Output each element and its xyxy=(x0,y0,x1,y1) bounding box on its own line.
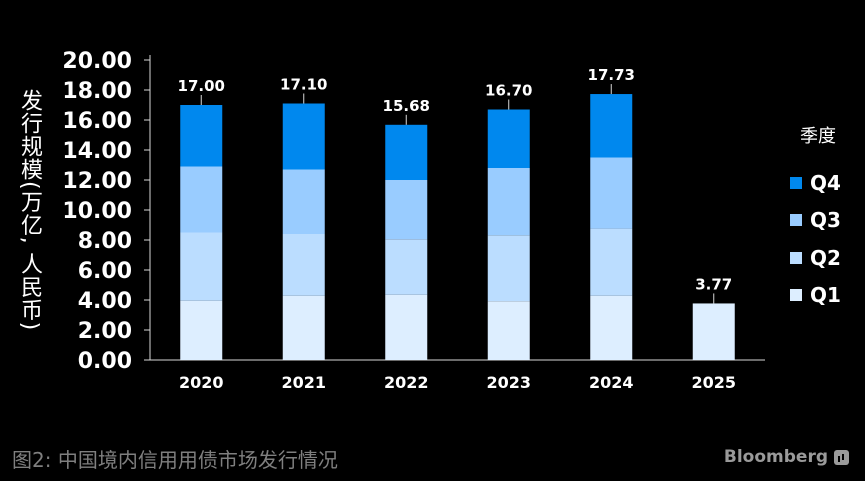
legend: 季度 Q4 Q3 Q2 Q1 xyxy=(790,122,841,314)
legend-swatch xyxy=(790,251,802,264)
y-tick-label: 16.00 xyxy=(62,109,132,134)
bar-q3-2023 xyxy=(487,168,530,236)
y-tick-label: 4.00 xyxy=(78,289,132,314)
legend-label: Q1 xyxy=(810,283,841,308)
bar-q1-2020 xyxy=(180,300,223,360)
y-axis-title-container: 发行规模(万亿, 人民币) xyxy=(12,60,46,360)
bar-q3-2021 xyxy=(282,169,325,234)
y-tick-label: 2.00 xyxy=(78,319,132,344)
total-label: 17.73 xyxy=(588,66,635,84)
legend-item-q4: Q4 xyxy=(790,164,841,202)
bar-q1-2025 xyxy=(692,303,735,360)
bloomberg-logo: Bloomberg xyxy=(724,447,849,467)
total-label: 17.00 xyxy=(178,77,225,95)
bar-q4-2024 xyxy=(590,94,633,158)
bar-q3-2024 xyxy=(590,157,633,229)
bar-q3-2022 xyxy=(385,180,428,240)
x-tick-label: 2022 xyxy=(384,373,429,392)
legend-label: Q3 xyxy=(810,208,841,233)
total-labels: 17.00 17.10 15.68 16.70 17.73 3.77 xyxy=(178,66,732,304)
total-label: 3.77 xyxy=(695,275,732,293)
y-tick-label: 6.00 xyxy=(78,259,132,284)
y-tick-label: 18.00 xyxy=(62,79,132,104)
legend-items: Q4 Q3 Q2 Q1 xyxy=(790,164,841,314)
y-tick-label: 12.00 xyxy=(62,169,132,194)
bar-q1-2022 xyxy=(385,294,428,360)
bar-q1-2024 xyxy=(590,295,633,360)
legend-label: Q4 xyxy=(810,170,841,195)
bloomberg-chart-icon xyxy=(834,449,849,465)
bar-q2-2023 xyxy=(487,235,530,302)
total-label: 15.68 xyxy=(383,97,430,115)
bar-q4-2020 xyxy=(180,105,223,167)
legend-label: Q2 xyxy=(810,245,841,270)
bar-q1-2023 xyxy=(487,301,530,360)
x-tick-label: 2023 xyxy=(486,373,531,392)
legend-item-q1: Q1 xyxy=(790,277,841,315)
y-tick-label: 14.00 xyxy=(62,139,132,164)
bar-series xyxy=(180,94,735,360)
brand-name: Bloomberg xyxy=(723,447,828,467)
bar-q1-2021 xyxy=(282,295,325,360)
legend-swatch xyxy=(790,214,802,227)
y-axis: 0.00 2.00 4.00 6.00 8.00 10.00 12.00 14.00 16.00… xyxy=(62,49,151,374)
y-tick-label: 20.00 xyxy=(62,49,132,74)
legend-item-q2: Q2 xyxy=(790,239,841,277)
x-tick-label: 2021 xyxy=(281,373,326,392)
y-tick-label: 10.00 xyxy=(62,199,132,224)
legend-swatch xyxy=(790,176,802,189)
y-tick-label: 8.00 xyxy=(78,229,132,254)
x-axis: 2020 2021 2022 2023 2024 2025 xyxy=(150,359,765,392)
bar-q3-2020 xyxy=(180,166,223,233)
bar-q4-2021 xyxy=(282,103,325,170)
legend-item-q3: Q3 xyxy=(790,202,841,240)
legend-swatch xyxy=(790,289,802,302)
x-tick-label: 2020 xyxy=(179,373,224,392)
total-label: 17.10 xyxy=(280,76,327,94)
legend-title: 季度 xyxy=(800,126,836,147)
bar-q2-2022 xyxy=(385,239,428,295)
bar-q2-2020 xyxy=(180,232,223,301)
x-tick-label: 2025 xyxy=(691,373,736,392)
figure-caption: 图2: 中国境内信用用债市场发行情况 xyxy=(12,448,338,472)
bar-q4-2022 xyxy=(385,124,428,180)
total-label: 16.70 xyxy=(485,82,532,100)
bar-q2-2024 xyxy=(590,228,633,296)
y-tick-label: 0.00 xyxy=(78,349,132,374)
y-axis-title: 发行规模(万亿, 人民币) xyxy=(17,88,42,332)
bar-q2-2021 xyxy=(282,234,325,296)
bar-q4-2023 xyxy=(487,109,530,168)
x-tick-label: 2024 xyxy=(589,373,634,392)
